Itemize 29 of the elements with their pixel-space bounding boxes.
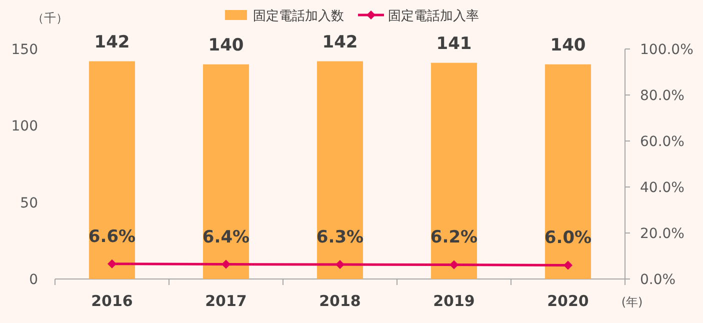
x-tick-label: 2017 — [205, 292, 247, 310]
legend-label: 固定電話加入率 — [388, 8, 479, 24]
legend-label: 固定電話加入数 — [253, 9, 344, 24]
y2-tick-label: 20.0% — [640, 226, 684, 242]
y2-tick-label: 40.0% — [640, 180, 684, 196]
data-label: 6.3% — [316, 228, 364, 248]
y-axis-title: （千） — [32, 11, 68, 25]
y2-tick-label: 100.0% — [640, 42, 694, 58]
y2-tick-label: 80.0% — [640, 88, 684, 104]
x-tick-label: 2016 — [91, 292, 133, 310]
y-tick-label: 0 — [29, 272, 38, 288]
x-tick-label: 2020 — [547, 292, 589, 310]
y2-tick-label: 60.0% — [640, 134, 684, 150]
data-label: 142 — [322, 32, 358, 52]
y-tick-label: 50 — [20, 195, 38, 212]
data-label: 6.0% — [544, 228, 592, 248]
x-tick-label: 2018 — [319, 292, 361, 310]
y-tick-label: 100 — [11, 118, 38, 135]
y2-tick-label: 0.0% — [640, 272, 676, 288]
x-axis-title: (年) — [621, 295, 643, 309]
y-tick-label: 150 — [11, 42, 38, 58]
data-label: 141 — [436, 34, 472, 54]
data-label: 140 — [550, 35, 586, 56]
data-label: 6.2% — [430, 228, 478, 248]
x-tick-label: 2019 — [433, 292, 475, 310]
data-label: 6.6% — [88, 226, 136, 247]
data-label: 6.4% — [202, 227, 250, 248]
data-label: 140 — [208, 35, 244, 56]
data-label: 142 — [94, 32, 130, 52]
